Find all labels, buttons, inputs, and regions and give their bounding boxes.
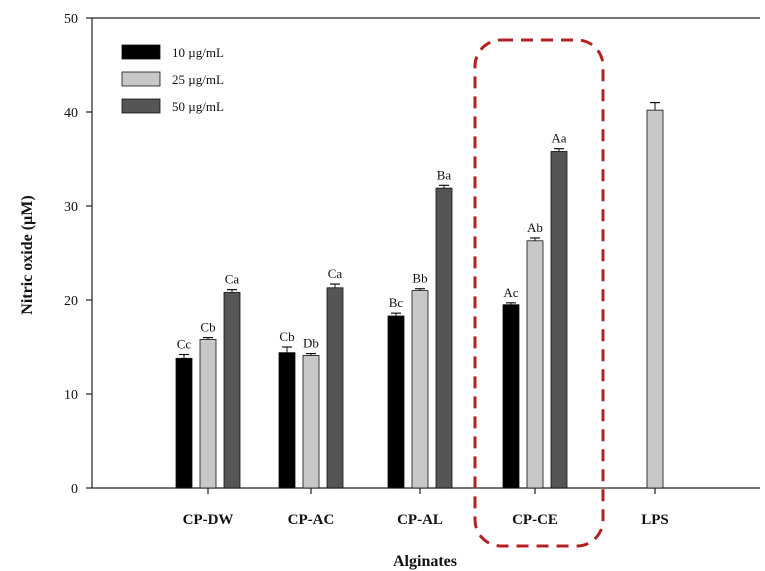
bar	[387, 315, 405, 489]
bar-label: Cb	[279, 329, 294, 344]
bar	[199, 339, 217, 489]
bar-label: Bb	[412, 271, 427, 286]
legend-label: 25 µg/mL	[172, 72, 224, 87]
y-tick-label: 30	[64, 200, 78, 215]
bar	[175, 357, 193, 489]
bar	[435, 187, 453, 489]
legend: 10 µg/mL 25 µg/mL 50 µg/mL	[121, 44, 224, 114]
y-tick-label: 0	[71, 482, 78, 497]
bars	[175, 101, 664, 489]
bar-label: Ab	[527, 220, 543, 235]
legend-label: 10 µg/mL	[172, 45, 224, 60]
legend-swatch	[121, 44, 161, 60]
legend-swatch	[121, 71, 161, 87]
bar-label: Ca	[225, 272, 240, 287]
bar	[526, 240, 544, 489]
legend-label: 50 µg/mL	[172, 99, 224, 114]
bar-label: Aa	[551, 131, 566, 146]
bar	[223, 292, 241, 489]
highlight-box	[473, 38, 605, 548]
bar	[411, 290, 429, 489]
legend-swatch	[121, 98, 161, 114]
bar	[646, 109, 664, 489]
x-axis-title: Alginates	[393, 553, 457, 570]
x-tick-label: CP-CE	[512, 512, 558, 528]
x-tick-label: CP-DW	[183, 512, 234, 528]
bar	[502, 304, 520, 489]
bar-label: Bc	[389, 295, 404, 310]
bar-labels: Cc Cb Bc Ac Cb Db Bb Ab Ca Ca Ba Aa	[177, 131, 567, 352]
bar	[278, 352, 296, 489]
y-tick-label: 10	[64, 388, 78, 403]
bar-label: Cb	[200, 320, 215, 335]
bar	[302, 355, 320, 489]
bar-label: Cc	[177, 337, 192, 352]
y-tick-label: 40	[64, 106, 78, 121]
bar-label: Ba	[437, 167, 452, 182]
axes: 0 10 20 30 40 50 CP-DW CP-AC CP-AL CP-CE LPS	[64, 12, 760, 528]
x-tick-label: LPS	[641, 512, 669, 528]
x-tick-label: CP-AC	[288, 512, 335, 528]
y-axis-title: Nitric oxide (µM)	[19, 195, 36, 314]
bar-label: Ca	[328, 266, 343, 281]
bar	[326, 287, 344, 489]
bar-label: Ac	[503, 285, 518, 300]
x-tick-label: CP-AL	[397, 512, 443, 528]
bar-label: Db	[303, 336, 319, 351]
y-tick-label: 50	[64, 12, 78, 27]
y-tick-label: 20	[64, 294, 78, 309]
bar	[550, 151, 568, 489]
